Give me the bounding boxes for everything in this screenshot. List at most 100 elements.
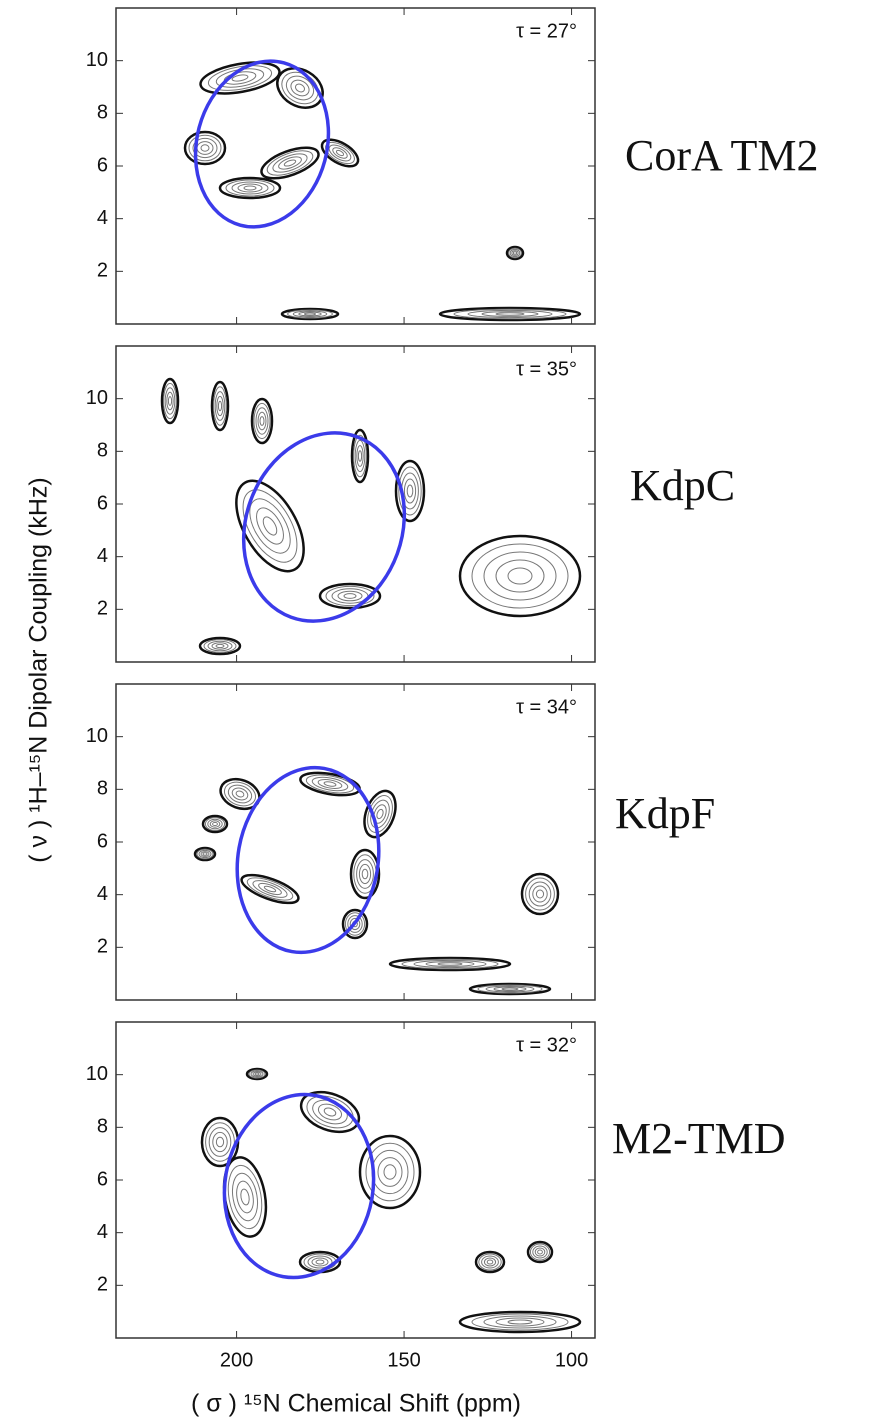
- contour-blob: [413, 959, 487, 969]
- contour-blob: [200, 851, 210, 857]
- plot-frame: [115, 1021, 596, 1339]
- contour-blob: [211, 642, 229, 650]
- y-tick-label: 8: [97, 778, 108, 800]
- contour-blob: [235, 790, 245, 798]
- panel-name: CorA TM2: [625, 131, 819, 180]
- contour-blob: [259, 416, 265, 426]
- contour-blob: [208, 1127, 232, 1157]
- contour-blob: [532, 885, 548, 903]
- contour-blob: [305, 774, 355, 794]
- contour-blob: [227, 1164, 263, 1230]
- contour-blob: [495, 312, 525, 316]
- contour-blob: [237, 183, 263, 193]
- contour-blob: [166, 391, 174, 411]
- contour-blob: [317, 779, 343, 789]
- y-tick-label: 10: [86, 49, 108, 71]
- y-tick-label: 4: [97, 207, 108, 229]
- contour-blob: [280, 307, 340, 321]
- contour-blob: [525, 877, 555, 911]
- contour-blob: [471, 1313, 569, 1331]
- contour-blob: [350, 428, 370, 484]
- contour-blob: [483, 1257, 497, 1267]
- panel-name: KdpF: [615, 789, 715, 838]
- contour-blob: [376, 808, 384, 820]
- contour-blob: [356, 859, 374, 889]
- contour-blob: [534, 1247, 546, 1257]
- contour-blob: [377, 1157, 403, 1187]
- contour-blob: [215, 643, 225, 649]
- contour-blob: [249, 498, 291, 554]
- contour-blob: [207, 640, 233, 652]
- contour-blob: [349, 848, 381, 900]
- y-tick-label: 10: [86, 725, 108, 747]
- contour-blob: [163, 382, 177, 420]
- contour-blob: [278, 156, 302, 170]
- contour-blob: [438, 306, 582, 322]
- contour-blob: [223, 781, 257, 807]
- contour-blob: [204, 817, 226, 831]
- contour-blob: [356, 445, 364, 467]
- contour-blob: [225, 179, 275, 197]
- y-axis-label: ( ν ) ¹H–¹⁵N Dipolar Coupling (kHz): [25, 477, 53, 862]
- contour-blob: [398, 466, 422, 516]
- contour-blob: [323, 1107, 337, 1117]
- contour-blob: [196, 141, 214, 155]
- contour-blob: [198, 849, 212, 859]
- plot-frame: [115, 683, 596, 1001]
- contour-blob: [214, 391, 226, 421]
- contour-blob: [353, 434, 367, 478]
- contour-blob: [266, 150, 314, 176]
- contour-blob: [285, 75, 315, 101]
- contour-blob: [240, 873, 300, 905]
- contour-blob: [212, 821, 218, 827]
- contour-blob: [201, 814, 229, 834]
- contour-blob: [246, 877, 294, 901]
- contour-blob: [311, 1257, 329, 1267]
- contour-blob: [477, 984, 543, 994]
- contour-blob: [341, 908, 369, 940]
- y-tick-label: 6: [97, 492, 108, 514]
- contour-blob: [453, 308, 567, 320]
- contour-blob: [250, 397, 274, 445]
- y-tick-label: 2: [97, 598, 108, 620]
- contour-blob: [235, 479, 305, 573]
- panel-name: M2-TMD: [612, 1114, 786, 1163]
- contour-blob: [512, 251, 518, 255]
- contour-blob: [219, 777, 261, 811]
- contour-blob: [535, 889, 545, 899]
- contour-blob: [252, 880, 288, 898]
- panel-annotation: τ = 27°: [516, 20, 577, 42]
- contour-blob: [253, 402, 271, 440]
- contour-blob: [218, 176, 282, 200]
- contour-blob: [202, 852, 208, 856]
- contour-blob: [188, 134, 222, 162]
- contour-blob: [200, 144, 210, 152]
- contour-blob: [210, 380, 230, 432]
- contour-blob: [258, 882, 282, 896]
- contour-blob: [363, 789, 397, 839]
- contour-blob: [483, 1315, 557, 1329]
- contour-blob: [361, 868, 369, 880]
- contour-blob: [493, 986, 527, 992]
- contour-blob: [272, 153, 308, 173]
- contour-blob: [307, 1255, 333, 1269]
- contour-blob: [213, 386, 227, 426]
- contour-blob: [231, 74, 249, 82]
- contour-blob: [198, 636, 242, 656]
- panel-annotation: τ = 32°: [516, 1034, 577, 1056]
- contour-blob: [532, 1245, 548, 1259]
- x-tick-label: 150: [387, 1349, 420, 1371]
- contour-blob: [367, 795, 393, 833]
- contour-blob: [478, 1253, 502, 1271]
- y-tick-label: 2: [97, 1274, 108, 1296]
- contour-blob: [332, 147, 348, 159]
- contour-blob: [401, 958, 499, 970]
- contour-blob: [481, 1255, 499, 1269]
- contour-blob: [468, 982, 552, 996]
- y-tick-label: 4: [97, 1221, 108, 1243]
- contour-blob: [207, 65, 273, 91]
- panel-annotation: τ = 35°: [516, 358, 577, 380]
- y-tick-label: 10: [86, 387, 108, 409]
- panel-name: KdpC: [630, 461, 735, 510]
